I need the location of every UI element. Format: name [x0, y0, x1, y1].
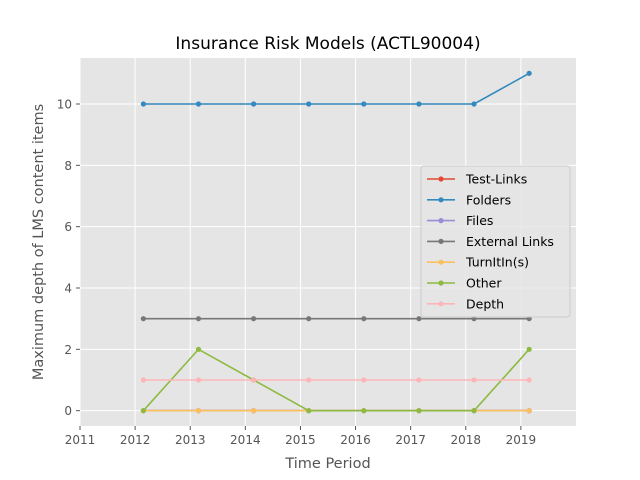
legend-marker-files — [438, 218, 444, 224]
data-point-other — [471, 408, 477, 414]
legend-box — [420, 165, 571, 318]
legend: Test-Links Folders Files External Links Turn… — [420, 165, 571, 318]
data-point-other — [416, 408, 422, 414]
y-tick-label: 6 — [64, 220, 72, 234]
data-point-folders — [361, 101, 367, 107]
data-point-turnitin-s — [251, 408, 257, 414]
data-point-folders — [140, 101, 146, 107]
data-point-folders — [195, 101, 202, 107]
y-tick-label: 4 — [64, 282, 72, 296]
x-tick-label: 2018 — [451, 433, 482, 447]
axis-ticks: 2011 2012 2013 2014 2015 2016 2017 2018 2019 0 2 4 6… — [57, 98, 536, 448]
legend-marker-turnitin-s — [438, 259, 444, 265]
legend-label-files: Files — [466, 213, 493, 228]
data-point-depth — [140, 377, 146, 383]
x-tick-label: 2017 — [395, 433, 426, 447]
data-point-external-links — [306, 316, 312, 322]
x-tick-label: 2012 — [120, 433, 151, 447]
y-axis-label: Maximum depth of LMS content items — [31, 104, 47, 380]
data-point-other — [195, 346, 202, 352]
data-point-folders — [471, 101, 477, 107]
legend-marker-external-links — [438, 238, 444, 244]
data-point-depth — [306, 377, 312, 383]
legend-marker-other — [438, 280, 444, 286]
data-point-depth — [471, 377, 477, 383]
data-point-folders — [526, 70, 532, 76]
data-point-external-links — [195, 316, 202, 322]
series-lines — [140, 70, 532, 414]
series-line-folders — [143, 72, 530, 105]
data-point-turnitin-s — [526, 408, 532, 414]
y-tick-label: 0 — [64, 404, 72, 418]
x-tick-label: 2011 — [65, 433, 96, 447]
data-point-depth — [416, 377, 422, 383]
y-tick-label: 8 — [64, 159, 72, 173]
data-point-turnitin-s — [195, 408, 202, 414]
data-point-folders — [251, 101, 257, 107]
data-point-other — [306, 408, 312, 414]
legend-marker-folders — [438, 197, 444, 203]
y-tick-label: 10 — [57, 98, 72, 112]
x-axis-label: Time Period — [284, 456, 370, 472]
data-point-external-links — [251, 316, 257, 322]
x-tick-label: 2015 — [285, 433, 316, 447]
data-point-external-links — [416, 316, 422, 322]
legend-marker-depth — [438, 301, 444, 307]
legend-label-depth: Depth — [466, 296, 504, 311]
x-tick-label: 2014 — [230, 433, 261, 447]
legend-marker-test-links — [438, 176, 444, 182]
legend-label-test-links: Test-Links — [465, 172, 527, 187]
chart-title: Insurance Risk Models (ACTL90004) — [175, 34, 480, 54]
data-point-external-links — [361, 316, 367, 322]
data-point-other — [361, 408, 367, 414]
data-point-other — [526, 346, 532, 352]
y-tick-label: 2 — [64, 343, 72, 357]
data-point-external-links — [140, 316, 146, 322]
x-tick-label: 2016 — [340, 433, 371, 447]
x-tick-label: 2019 — [506, 433, 537, 447]
data-point-depth — [251, 377, 257, 383]
data-point-other — [140, 408, 146, 414]
data-point-depth — [195, 377, 202, 383]
data-point-folders — [416, 101, 422, 107]
legend-label-turnitin-s: TurnItIn(s) — [465, 255, 529, 270]
legend-label-other: Other — [466, 276, 502, 291]
series-line-other — [142, 348, 530, 412]
data-point-folders — [306, 101, 312, 107]
data-point-depth — [526, 377, 532, 383]
data-point-depth — [361, 377, 367, 383]
x-tick-label: 2013 — [175, 433, 206, 447]
legend-label-folders: Folders — [466, 192, 511, 207]
legend-label-external-links: External Links — [466, 234, 554, 249]
